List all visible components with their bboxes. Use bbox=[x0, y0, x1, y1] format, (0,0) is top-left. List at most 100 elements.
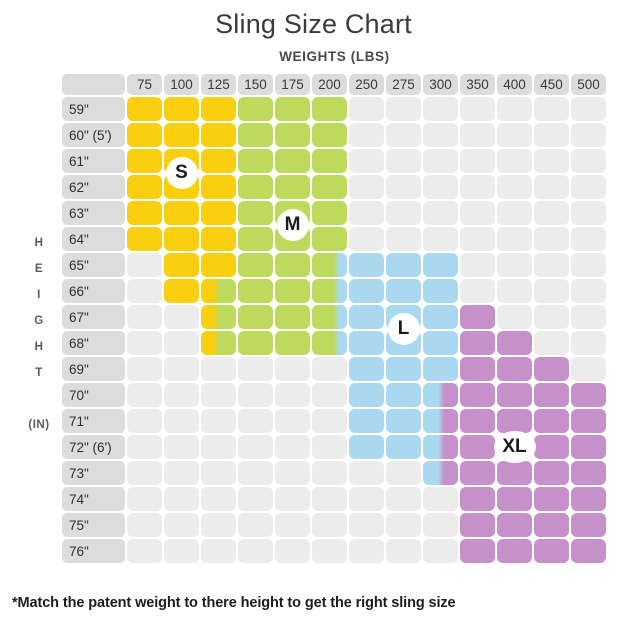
grid-cell[interactable] bbox=[164, 409, 199, 433]
grid-cell[interactable] bbox=[460, 513, 495, 537]
grid-cell[interactable] bbox=[534, 227, 569, 251]
grid-cell[interactable] bbox=[201, 435, 236, 459]
grid-cell[interactable] bbox=[312, 487, 347, 511]
grid-cell[interactable] bbox=[497, 279, 532, 303]
grid-cell[interactable] bbox=[275, 305, 310, 329]
grid-cell[interactable] bbox=[349, 227, 384, 251]
grid-cell[interactable] bbox=[127, 305, 162, 329]
grid-cell[interactable] bbox=[201, 357, 236, 381]
grid-cell[interactable] bbox=[386, 305, 421, 329]
grid-cell[interactable] bbox=[571, 513, 606, 537]
grid-cell[interactable] bbox=[201, 175, 236, 199]
grid-cell[interactable] bbox=[164, 201, 199, 225]
grid-cell[interactable] bbox=[571, 409, 606, 433]
grid-cell[interactable] bbox=[571, 331, 606, 355]
grid-cell[interactable] bbox=[275, 175, 310, 199]
grid-cell[interactable] bbox=[571, 539, 606, 563]
grid-cell[interactable] bbox=[238, 201, 273, 225]
grid-cell[interactable] bbox=[201, 227, 236, 251]
grid-cell[interactable] bbox=[238, 383, 273, 407]
grid-cell[interactable] bbox=[423, 149, 458, 173]
grid-cell[interactable] bbox=[423, 487, 458, 511]
grid-cell[interactable] bbox=[312, 539, 347, 563]
grid-cell[interactable] bbox=[238, 435, 273, 459]
grid-cell[interactable] bbox=[275, 461, 310, 485]
grid-cell[interactable] bbox=[275, 357, 310, 381]
grid-cell[interactable] bbox=[201, 253, 236, 277]
grid-cell[interactable] bbox=[201, 487, 236, 511]
grid-cell[interactable] bbox=[201, 201, 236, 225]
grid-cell[interactable] bbox=[275, 279, 310, 303]
grid-cell[interactable] bbox=[127, 149, 162, 173]
grid-cell[interactable] bbox=[349, 487, 384, 511]
grid-cell[interactable] bbox=[164, 383, 199, 407]
grid-cell[interactable] bbox=[201, 305, 236, 329]
grid-cell[interactable] bbox=[497, 123, 532, 147]
grid-cell[interactable] bbox=[534, 149, 569, 173]
grid-cell[interactable] bbox=[497, 435, 532, 459]
grid-cell[interactable] bbox=[275, 97, 310, 121]
grid-cell[interactable] bbox=[238, 123, 273, 147]
grid-cell[interactable] bbox=[275, 539, 310, 563]
grid-cell[interactable] bbox=[349, 97, 384, 121]
grid-cell[interactable] bbox=[571, 461, 606, 485]
grid-cell[interactable] bbox=[460, 97, 495, 121]
grid-cell[interactable] bbox=[201, 279, 236, 303]
grid-cell[interactable] bbox=[497, 539, 532, 563]
grid-cell[interactable] bbox=[423, 357, 458, 381]
grid-cell[interactable] bbox=[571, 253, 606, 277]
grid-cell[interactable] bbox=[312, 409, 347, 433]
grid-cell[interactable] bbox=[164, 279, 199, 303]
grid-cell[interactable] bbox=[127, 97, 162, 121]
grid-cell[interactable] bbox=[164, 487, 199, 511]
grid-cell[interactable] bbox=[238, 513, 273, 537]
grid-cell[interactable] bbox=[201, 383, 236, 407]
grid-cell[interactable] bbox=[423, 279, 458, 303]
grid-cell[interactable] bbox=[534, 201, 569, 225]
grid-cell[interactable] bbox=[238, 539, 273, 563]
grid-cell[interactable] bbox=[164, 305, 199, 329]
grid-cell[interactable] bbox=[497, 331, 532, 355]
grid-cell[interactable] bbox=[423, 461, 458, 485]
grid-cell[interactable] bbox=[164, 513, 199, 537]
grid-cell[interactable] bbox=[201, 97, 236, 121]
grid-cell[interactable] bbox=[423, 383, 458, 407]
grid-cell[interactable] bbox=[534, 123, 569, 147]
grid-cell[interactable] bbox=[275, 383, 310, 407]
grid-cell[interactable] bbox=[238, 461, 273, 485]
grid-cell[interactable] bbox=[127, 227, 162, 251]
grid-cell[interactable] bbox=[460, 305, 495, 329]
grid-cell[interactable] bbox=[460, 149, 495, 173]
grid-cell[interactable] bbox=[460, 175, 495, 199]
grid-cell[interactable] bbox=[164, 123, 199, 147]
grid-cell[interactable] bbox=[275, 409, 310, 433]
grid-cell[interactable] bbox=[460, 383, 495, 407]
grid-cell[interactable] bbox=[164, 253, 199, 277]
grid-cell[interactable] bbox=[164, 97, 199, 121]
grid-cell[interactable] bbox=[497, 97, 532, 121]
grid-cell[interactable] bbox=[534, 331, 569, 355]
grid-cell[interactable] bbox=[349, 253, 384, 277]
grid-cell[interactable] bbox=[312, 435, 347, 459]
grid-cell[interactable] bbox=[275, 435, 310, 459]
grid-cell[interactable] bbox=[386, 97, 421, 121]
grid-cell[interactable] bbox=[349, 305, 384, 329]
grid-cell[interactable] bbox=[238, 97, 273, 121]
grid-cell[interactable] bbox=[275, 149, 310, 173]
grid-cell[interactable] bbox=[275, 123, 310, 147]
grid-cell[interactable] bbox=[386, 201, 421, 225]
grid-cell[interactable] bbox=[571, 227, 606, 251]
grid-cell[interactable] bbox=[127, 331, 162, 355]
grid-cell[interactable] bbox=[312, 149, 347, 173]
grid-cell[interactable] bbox=[312, 461, 347, 485]
grid-cell[interactable] bbox=[497, 149, 532, 173]
grid-cell[interactable] bbox=[423, 409, 458, 433]
grid-cell[interactable] bbox=[127, 435, 162, 459]
grid-cell[interactable] bbox=[312, 175, 347, 199]
grid-cell[interactable] bbox=[127, 409, 162, 433]
grid-cell[interactable] bbox=[497, 513, 532, 537]
grid-cell[interactable] bbox=[238, 175, 273, 199]
grid-cell[interactable] bbox=[534, 97, 569, 121]
grid-cell[interactable] bbox=[238, 279, 273, 303]
grid-cell[interactable] bbox=[460, 435, 495, 459]
